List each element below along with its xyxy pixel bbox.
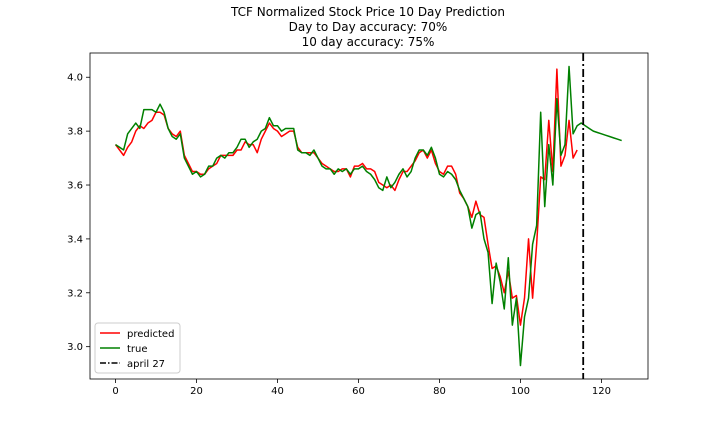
chart-title-line-1: TCF Normalized Stock Price 10 Day Predic… <box>230 5 505 19</box>
y-tick-label: 3.4 <box>67 234 83 245</box>
y-tick-label: 3.2 <box>67 288 83 299</box>
legend-label-predicted: predicted <box>127 329 174 340</box>
x-tick-label: 100 <box>511 386 530 397</box>
legend-label-vline: april 27 <box>127 359 165 370</box>
series-line-predicted <box>114 68 578 326</box>
y-tick-label: 3.0 <box>67 342 83 353</box>
chart-title-line-2: Day to Day accuracy: 70% <box>289 20 448 34</box>
chart-title-line-3: 10 day accuracy: 75% <box>302 35 435 49</box>
x-tick-label: 40 <box>271 386 284 397</box>
legend-label-true: true <box>127 344 148 355</box>
legend: predicted true april 27 <box>94 322 181 374</box>
y-tick-label: 3.8 <box>67 127 83 138</box>
x-axis: 0 20 40 60 80 100 120 <box>112 379 611 397</box>
y-tick-label: 3.6 <box>67 181 83 192</box>
plot-frame <box>89 52 649 380</box>
x-tick-label: 120 <box>592 386 611 397</box>
x-tick-label: 0 <box>112 386 118 397</box>
y-tick-label: 4.0 <box>67 73 83 84</box>
legend-box <box>94 322 181 374</box>
y-axis: 3.0 3.2 3.4 3.6 3.8 4.0 <box>67 73 90 353</box>
series-line-true <box>115 65 622 367</box>
x-tick-label: 80 <box>433 386 446 397</box>
plot-series <box>114 53 622 379</box>
x-tick-label: 60 <box>352 386 365 397</box>
x-tick-label: 20 <box>190 386 203 397</box>
